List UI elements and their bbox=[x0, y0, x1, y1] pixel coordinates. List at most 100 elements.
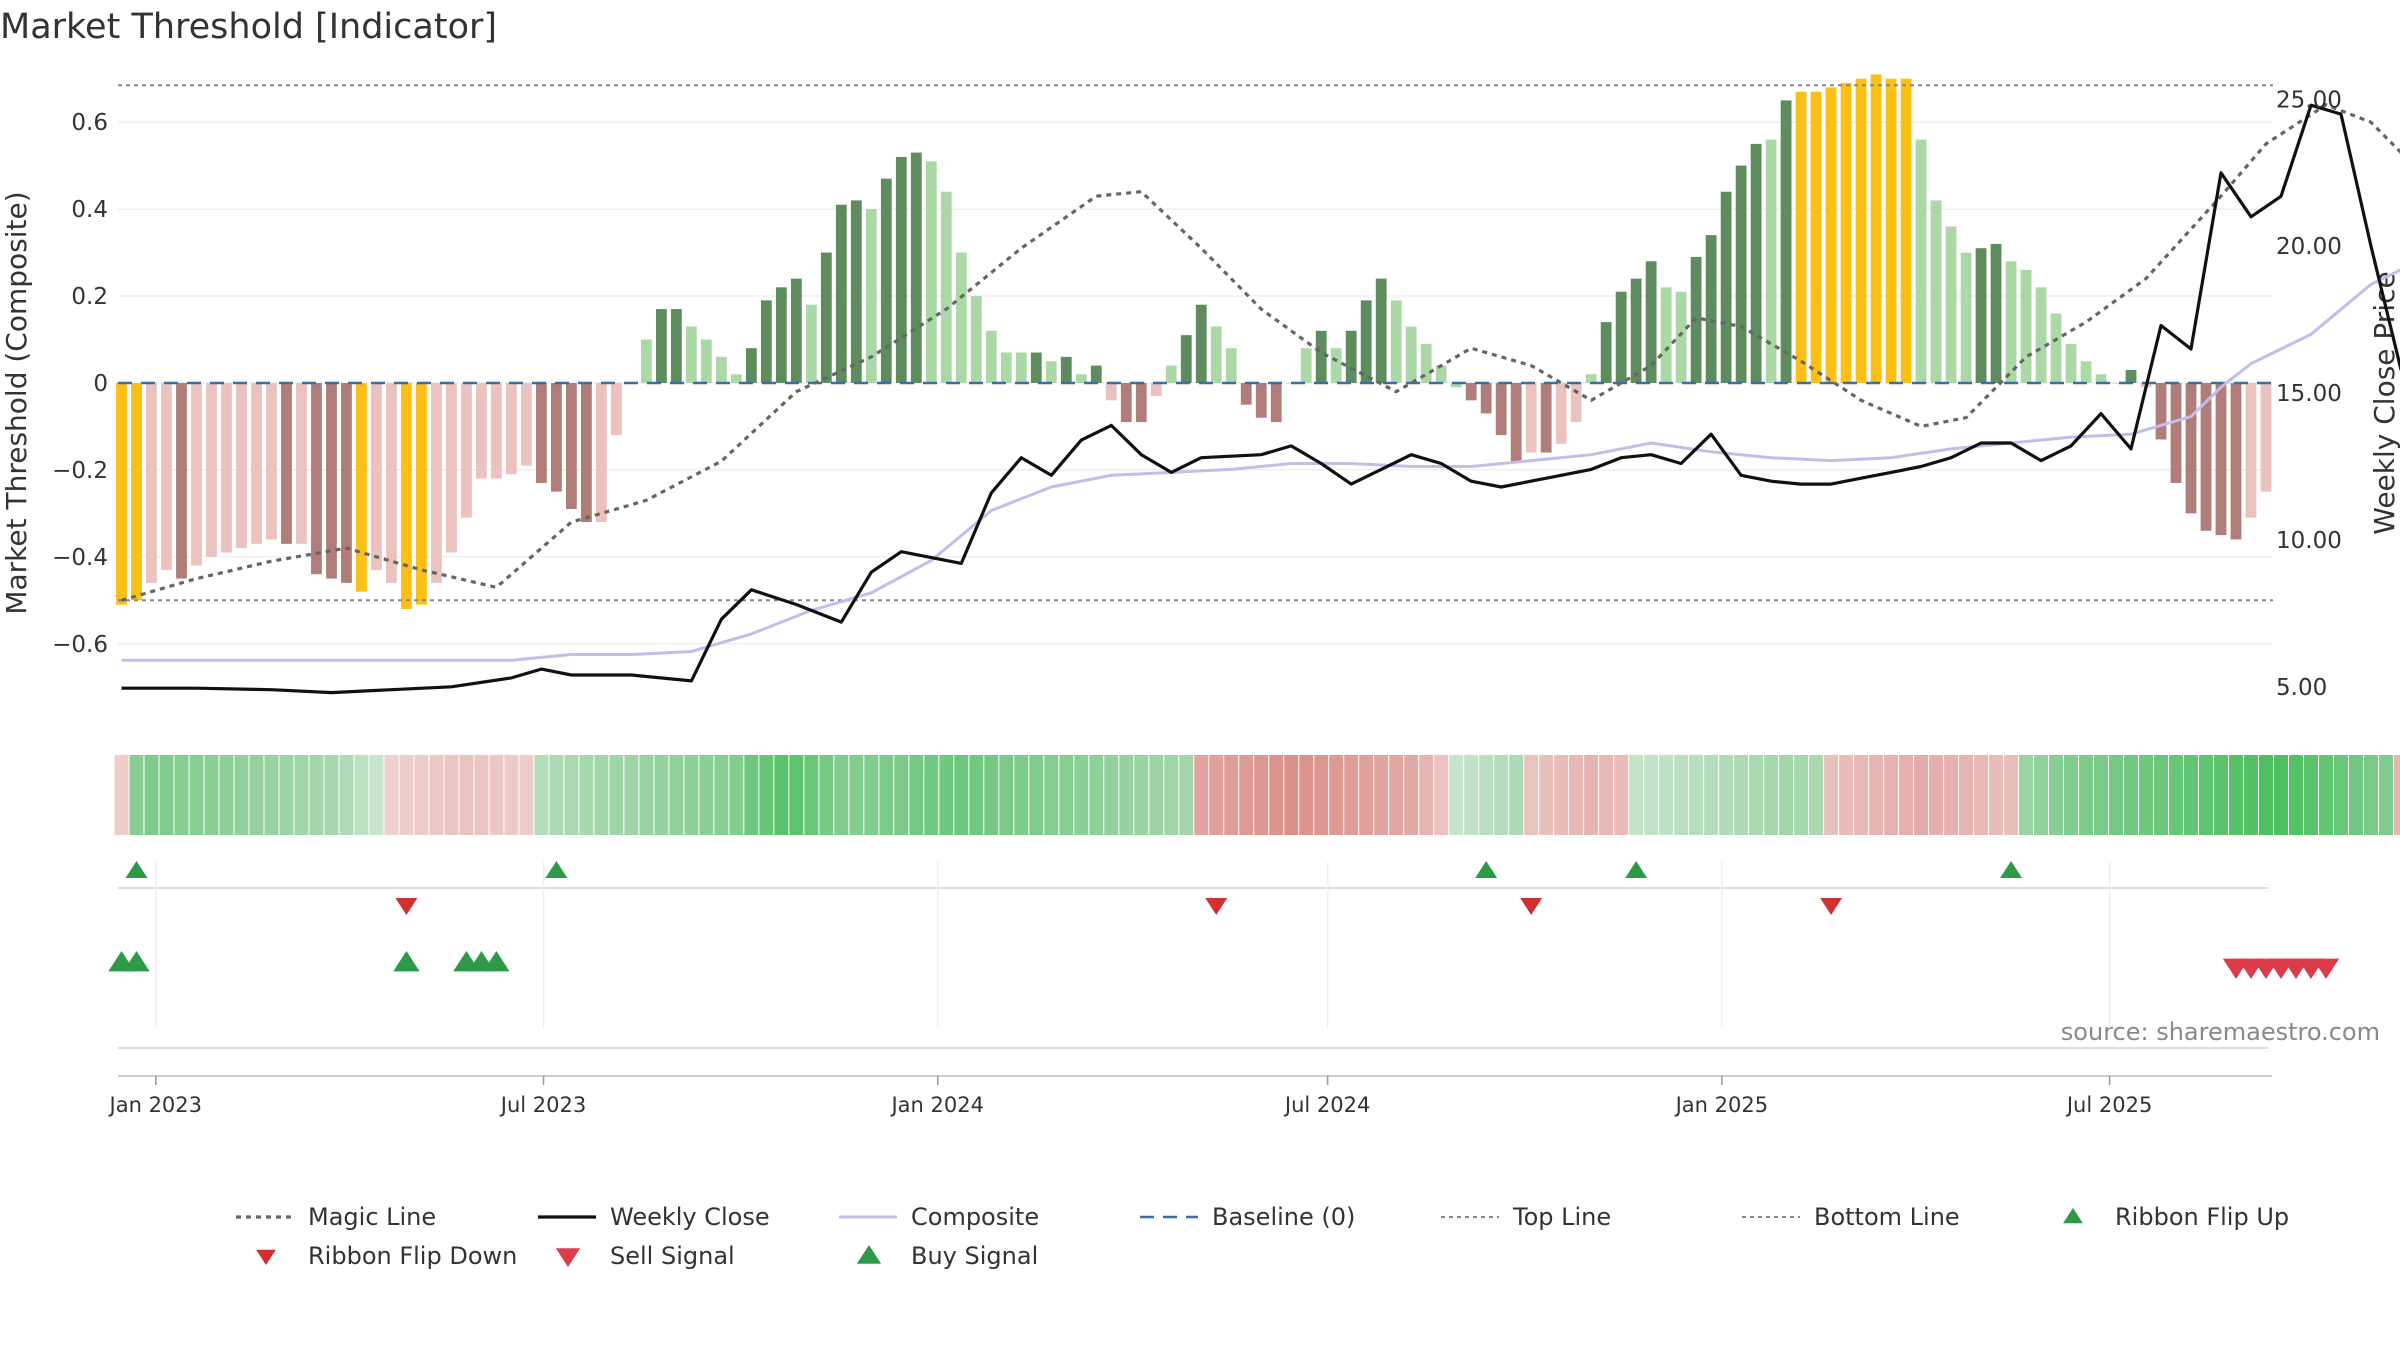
composite-bar bbox=[2095, 374, 2107, 383]
composite-bar bbox=[865, 209, 877, 383]
y2-tick-label: 20.00 bbox=[2276, 234, 2342, 260]
ribbon-cell bbox=[1119, 755, 1134, 835]
composite-bar bbox=[1270, 382, 1282, 423]
composite-bar bbox=[311, 382, 322, 575]
y-tick-label: 0.6 bbox=[71, 110, 108, 136]
ribbon-cell bbox=[669, 755, 684, 835]
composite-bar bbox=[341, 382, 352, 583]
ribbon-cell bbox=[579, 755, 594, 835]
ribbon-cell bbox=[1059, 755, 1074, 835]
composite-bar bbox=[700, 339, 712, 383]
legend-label: Weekly Close bbox=[610, 1203, 770, 1231]
composite-bar bbox=[2035, 287, 2047, 383]
ribbon-cell bbox=[1134, 755, 1149, 835]
ribbon-cell bbox=[1479, 755, 1494, 835]
ribbon-cell bbox=[1464, 755, 1479, 835]
y-axis-label: Market Threshold (Composite) bbox=[0, 191, 33, 614]
ribbon-cell bbox=[1044, 755, 1059, 835]
legend-label: Sell Signal bbox=[610, 1242, 735, 1270]
composite-bar bbox=[146, 382, 157, 583]
ribbon-cell bbox=[534, 755, 549, 835]
ribbon-cell bbox=[249, 755, 264, 835]
composite-bar bbox=[266, 382, 277, 540]
composite-bar bbox=[910, 152, 922, 383]
y2-tick-label: 25.00 bbox=[2276, 87, 2342, 113]
ribbon-cell bbox=[879, 755, 894, 835]
composite-bar bbox=[1660, 287, 1672, 383]
composite-line bbox=[121, 268, 2400, 662]
ribbon-cell bbox=[474, 755, 489, 835]
ribbon-cell bbox=[909, 755, 924, 835]
magic-line bbox=[121, 103, 2400, 602]
legend-label: Baseline (0) bbox=[1212, 1203, 1355, 1231]
composite-bar bbox=[775, 287, 787, 383]
weekly-close-line bbox=[121, 103, 2400, 695]
y-tick-label: −0.4 bbox=[52, 545, 108, 571]
composite-bar bbox=[1600, 322, 1612, 383]
ribbon-cell bbox=[1494, 755, 1509, 835]
ribbon-cell bbox=[1989, 755, 2004, 835]
legend-label: Top Line bbox=[1512, 1203, 1611, 1231]
composite-bar bbox=[1300, 348, 1312, 383]
ribbon-cell bbox=[849, 755, 864, 835]
ribbon-cell bbox=[2378, 755, 2393, 835]
composite-bar bbox=[176, 382, 187, 579]
y-tick-label: −0.6 bbox=[52, 632, 108, 658]
composite-bar bbox=[1945, 226, 1957, 383]
ribbon-cell bbox=[1569, 755, 1584, 835]
legend-label: Bottom Line bbox=[1814, 1203, 1960, 1231]
composite-bar bbox=[386, 382, 397, 583]
y2-tick-label: 5.00 bbox=[2276, 675, 2327, 701]
y-tick-label: 0.4 bbox=[71, 197, 108, 223]
ribbon-cell bbox=[2184, 755, 2199, 835]
ribbon-cell bbox=[489, 755, 504, 835]
ribbon-cell bbox=[2109, 755, 2124, 835]
buy-signal-marker bbox=[393, 951, 420, 972]
composite-bar bbox=[1645, 261, 1657, 383]
composite-bar bbox=[760, 300, 772, 383]
ribbon-cell bbox=[414, 755, 429, 835]
ribbon-cell bbox=[999, 755, 1014, 835]
composite-bar bbox=[446, 382, 457, 553]
composite-bar bbox=[1765, 139, 1777, 383]
composite-bar bbox=[251, 382, 262, 544]
composite-bar bbox=[1345, 330, 1357, 383]
ribbon-cell bbox=[234, 755, 249, 835]
composite-bar bbox=[356, 382, 367, 592]
ribbon-cell bbox=[2333, 755, 2348, 835]
composite-bar bbox=[1015, 352, 1027, 383]
composite-bar bbox=[1975, 248, 1987, 383]
x-tick-label: Jan 2024 bbox=[889, 1093, 984, 1117]
composite-bar bbox=[685, 326, 697, 383]
ribbon-cell bbox=[204, 755, 219, 835]
composite-bar bbox=[1735, 165, 1747, 383]
composite-bar bbox=[1450, 382, 1462, 388]
ribbon-cell bbox=[2363, 755, 2378, 835]
composite-bar bbox=[1030, 352, 1042, 383]
composite-bar bbox=[1000, 352, 1012, 383]
ribbon-flip-down-marker bbox=[1820, 898, 1843, 915]
composite-bar bbox=[191, 382, 202, 566]
ribbon-cell bbox=[444, 755, 459, 835]
ribbon-cell bbox=[1554, 755, 1569, 835]
composite-bar bbox=[1855, 78, 1867, 383]
ribbon-cell bbox=[594, 755, 609, 835]
ribbon-cell bbox=[459, 755, 474, 835]
composite-bar bbox=[161, 382, 172, 570]
ribbon-cell bbox=[1944, 755, 1959, 835]
composite-bar bbox=[1105, 382, 1117, 401]
composite-bar bbox=[1870, 74, 1882, 383]
ribbon-cell bbox=[2124, 755, 2139, 835]
ribbon-cell bbox=[2288, 755, 2303, 835]
composite-bar bbox=[1315, 330, 1327, 383]
ribbon-cell bbox=[369, 755, 384, 835]
ribbon-cell bbox=[1029, 755, 1044, 835]
signal-rows bbox=[108, 861, 2340, 1049]
ribbon-cell bbox=[1794, 755, 1809, 835]
sell-signal-marker bbox=[2312, 958, 2340, 979]
composite-bar bbox=[1990, 243, 2002, 383]
composite-bar bbox=[640, 339, 652, 383]
composite-bar bbox=[940, 191, 952, 383]
x-tick-label: Jul 2023 bbox=[499, 1093, 586, 1117]
composite-bar bbox=[401, 382, 412, 609]
